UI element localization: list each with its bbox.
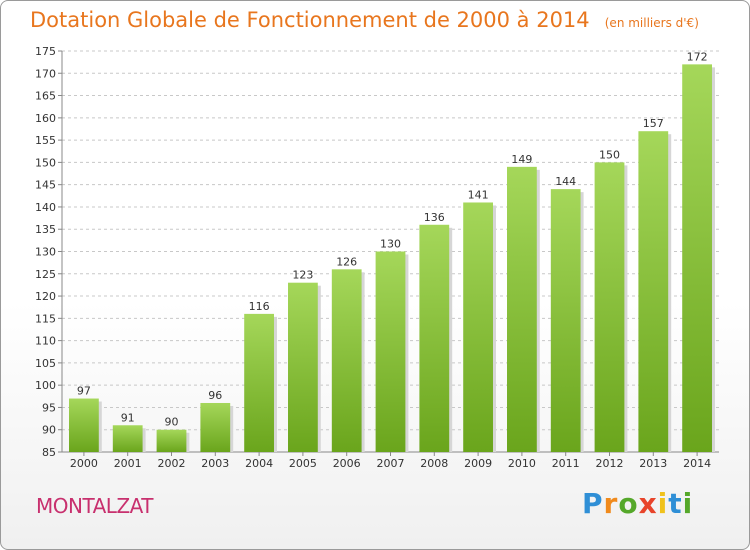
value-label: 90 (165, 416, 179, 429)
bar (638, 131, 669, 452)
value-label: 157 (643, 117, 664, 130)
y-tick-label: 115 (35, 312, 56, 325)
y-tick-label: 85 (42, 446, 56, 459)
proxiti-logo: Proxiti (582, 487, 693, 520)
chart-subtitle: (en milliers d'€) (604, 16, 699, 30)
y-tick-label: 125 (35, 268, 56, 281)
bar (463, 202, 493, 452)
y-tick-label: 110 (35, 335, 56, 348)
value-label: 144 (555, 175, 576, 188)
value-label: 123 (292, 269, 313, 282)
y-tick-label: 140 (35, 201, 56, 214)
logo-letter: r (603, 487, 619, 520)
y-tick-label: 170 (35, 67, 56, 80)
x-tick-label: 2011 (552, 457, 580, 470)
y-tick-label: 160 (35, 112, 56, 125)
x-tick-label: 2013 (639, 457, 667, 470)
value-label: 96 (208, 389, 222, 402)
value-label: 126 (336, 255, 357, 268)
x-tick-label: 2008 (420, 457, 448, 470)
bars (69, 64, 715, 452)
y-tick-label: 175 (35, 45, 56, 58)
bar (112, 425, 143, 452)
y-tick-label: 145 (35, 179, 56, 192)
logo-letter: t (668, 487, 683, 520)
bar (331, 269, 362, 452)
x-tick-label: 2003 (201, 457, 229, 470)
value-label: 172 (687, 50, 708, 63)
x-tick-label: 2012 (596, 457, 624, 470)
y-tick-label: 130 (35, 246, 56, 259)
logo-letter: i (682, 487, 694, 520)
bar (244, 313, 274, 452)
x-tick-label: 2001 (114, 457, 142, 470)
x-tick-label: 2006 (333, 457, 361, 470)
value-label: 130 (380, 238, 401, 251)
x-tick-label: 2005 (289, 457, 317, 470)
x-tick-label: 2014 (683, 457, 711, 470)
y-tick-label: 90 (42, 424, 56, 437)
bar (550, 189, 581, 452)
y-tick-label: 120 (35, 290, 56, 303)
value-label: 116 (249, 300, 270, 313)
logo-letter: P (582, 487, 604, 520)
value-label: 149 (511, 153, 532, 166)
y-tick-label: 95 (42, 401, 56, 414)
commune-name: MONTALZAT (36, 494, 154, 518)
y-tick-label: 100 (35, 379, 56, 392)
logo-letter: x (638, 487, 658, 520)
x-tick-label: 2007 (377, 457, 405, 470)
x-tick-label: 2004 (245, 457, 273, 470)
value-label: 97 (77, 385, 91, 398)
value-label: 150 (599, 148, 620, 161)
bar (288, 282, 318, 452)
bar (419, 224, 450, 452)
y-tick-label: 105 (35, 357, 56, 370)
y-tick-label: 150 (35, 156, 56, 169)
bar (69, 398, 99, 452)
logo-letter: i (657, 487, 669, 520)
bar (594, 162, 625, 452)
bar (156, 429, 187, 452)
x-tick-label: 2010 (508, 457, 536, 470)
bar (200, 402, 231, 452)
logo-letter: o (618, 487, 639, 520)
bar (682, 64, 712, 452)
x-tick-label: 2000 (70, 457, 98, 470)
y-tick-label: 155 (35, 134, 56, 147)
value-label: 136 (424, 211, 445, 224)
bar (507, 166, 537, 452)
x-tick-label: 2002 (158, 457, 186, 470)
bar (375, 251, 406, 452)
x-tick-label: 2009 (464, 457, 492, 470)
y-tick-label: 135 (35, 223, 56, 236)
value-label: 141 (468, 188, 489, 201)
y-tick-label: 165 (35, 90, 56, 103)
chart-title: Dotation Globale de Fonctionnement de 20… (30, 8, 590, 32)
title-line: Dotation Globale de Fonctionnement de 20… (30, 8, 699, 32)
value-label: 91 (121, 411, 135, 424)
labels: 85 90 95 100 105 110 115 120 125 130 135 140 145 150 1… (35, 45, 711, 470)
